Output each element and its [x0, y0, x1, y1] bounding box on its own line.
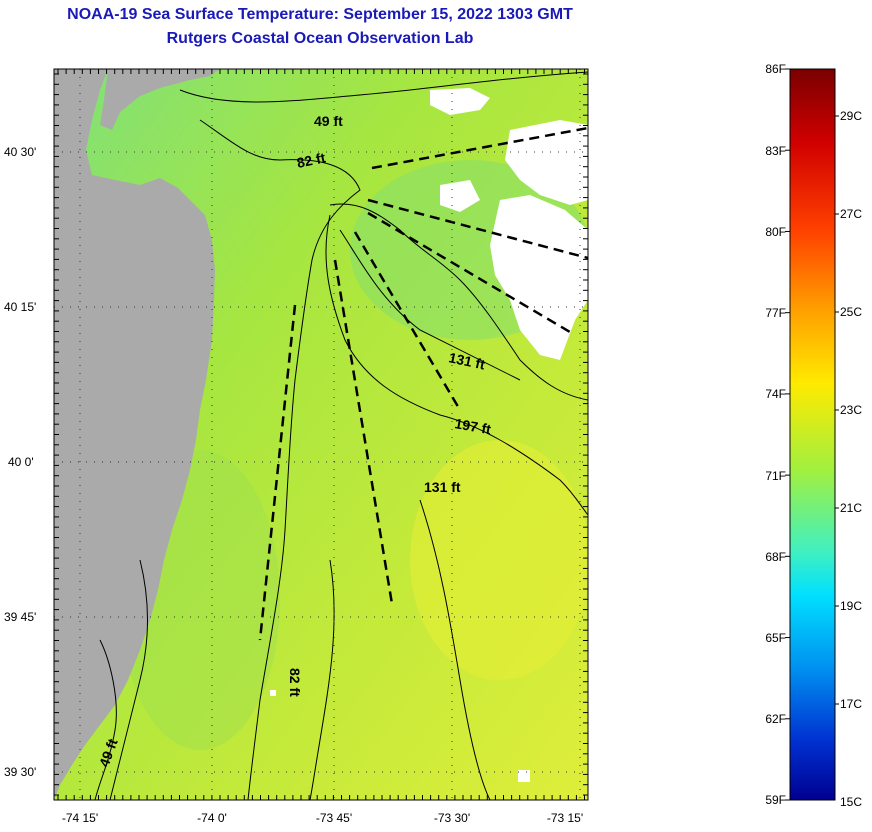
cb-c-17: 17C: [840, 697, 862, 711]
cb-f-83: 83F: [765, 144, 786, 158]
depth-label-82ft-south: 82 ft: [287, 668, 303, 697]
cb-f-74: 74F: [765, 387, 786, 401]
cb-c-27: 27C: [840, 207, 862, 221]
shipping-lanes: [258, 126, 588, 641]
lat-label-40-30: 40 30': [4, 145, 36, 159]
lon-label-74-0: -74 0': [197, 811, 227, 825]
cb-c-25: 25C: [840, 305, 862, 319]
colorbar: [789, 68, 836, 801]
cb-f-86: 86F: [765, 62, 786, 76]
cb-f-68: 68F: [765, 550, 786, 564]
depth-label-131ft-south: 131 ft: [424, 479, 461, 495]
cb-f-65: 65F: [765, 631, 786, 645]
cb-c-15: 15C: [840, 795, 862, 809]
depth-label-131ft-east: 131 ft: [447, 349, 486, 372]
lat-lon-grid: [54, 69, 588, 800]
cb-c-21: 21C: [840, 501, 862, 515]
colorbar-ticks: [785, 68, 839, 801]
cb-f-59: 59F: [765, 793, 786, 807]
lat-label-40-15: 40 15': [4, 300, 36, 314]
cb-c-23: 23C: [840, 403, 862, 417]
cloud-cover: [270, 88, 588, 782]
lon-label-74-15: -74 15': [62, 811, 98, 825]
lat-label-39-30: 39 30': [4, 765, 36, 779]
cb-c-29: 29C: [840, 109, 862, 123]
cb-c-19: 19C: [840, 599, 862, 613]
depth-label-197ft: 197 ft: [453, 415, 492, 437]
map-ticks: [54, 69, 588, 800]
cb-f-80: 80F: [765, 225, 786, 239]
lon-label-73-15: -73 15': [547, 811, 583, 825]
depth-label-49ft-north: 49 ft: [314, 113, 343, 129]
map-title: NOAA-19 Sea Surface Temperature: Septemb…: [67, 6, 573, 23]
depth-label-82ft-north: 82 ft: [295, 149, 327, 171]
lat-label-39-45: 39 45': [4, 610, 36, 624]
cb-f-62: 62F: [765, 712, 786, 726]
cb-f-71: 71F: [765, 469, 786, 483]
cb-f-77: 77F: [765, 306, 786, 320]
lon-label-73-45: -73 45': [316, 811, 352, 825]
lon-label-73-30: -73 30': [434, 811, 470, 825]
lat-label-40-0: 40 0': [8, 455, 34, 469]
map-subtitle: Rutgers Coastal Ocean Observation Lab: [166, 30, 474, 47]
depth-contours: [94, 71, 588, 800]
